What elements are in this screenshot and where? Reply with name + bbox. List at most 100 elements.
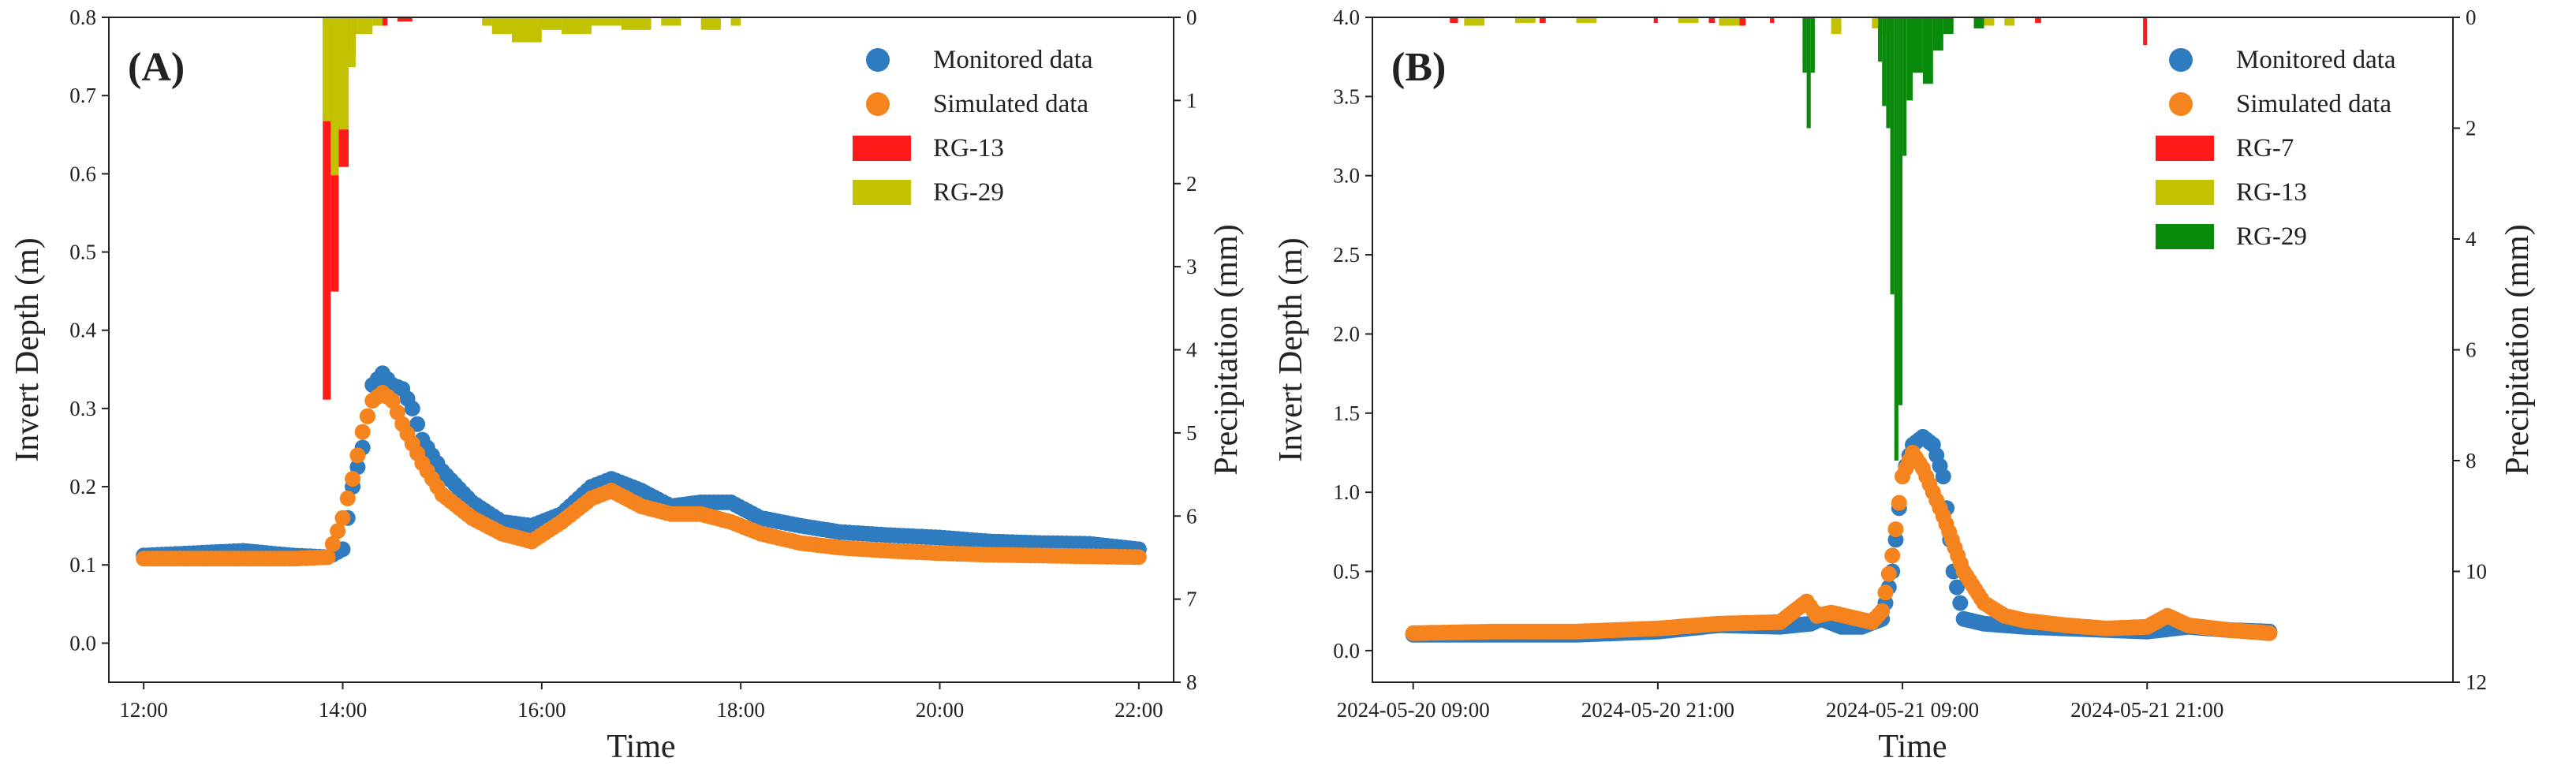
- y-tick-label: 1.0: [1333, 480, 1360, 504]
- y2-axis-label: Precipitation (mm): [1208, 224, 1245, 475]
- y-tick-label: 0.1: [69, 553, 96, 577]
- panel-a: 0.0 0.1 0.2 0.3 0.4 0.5 0.6 0.7 0.8 0 1 2 3 4 5 6 7 8 12:0…: [9, 6, 1245, 765]
- y-axis-label: Invert Depth (m): [9, 237, 46, 462]
- legend-swatch: [853, 180, 911, 205]
- legend-marker: [2169, 48, 2193, 72]
- precip-bar: [1932, 17, 1943, 51]
- precip-bar: [1539, 17, 1546, 24]
- precip-bar: [1894, 17, 1898, 461]
- legend-label: RG-7: [2236, 134, 2294, 162]
- precip-bar: [661, 17, 681, 26]
- precip-bar: [1514, 17, 1536, 24]
- y2-axis-label: Precipitation (mm): [2499, 224, 2536, 475]
- precip-bar: [1906, 17, 1913, 101]
- y-tick-label: 3.0: [1333, 164, 1360, 188]
- y2-tick-label: 10: [2466, 560, 2487, 584]
- x-tick-label: 14:00: [319, 698, 368, 722]
- x-tick-label: 16:00: [517, 698, 566, 722]
- x-axis-label: Time: [607, 729, 675, 765]
- precip-bar: [338, 17, 349, 130]
- plot-area: [136, 17, 1147, 567]
- precip-bar: [1576, 17, 1597, 24]
- precip-bar: [1878, 17, 1883, 62]
- legend-label: RG-13: [2236, 178, 2307, 207]
- legend-label: Simulated data: [2236, 90, 2391, 118]
- y-tick-label: 0.0: [69, 631, 96, 655]
- legend-label: RG-29: [933, 178, 1004, 207]
- y2-tick-label: 3: [1186, 255, 1197, 278]
- panel-label: (B): [1391, 45, 1446, 90]
- y-tick-label: 0.0: [1333, 639, 1360, 663]
- monitored-point: [409, 416, 426, 432]
- precip-bar: [323, 17, 331, 121]
- y-tick-label: 0.5: [69, 241, 96, 264]
- legend-label: Monitored data: [2236, 46, 2396, 74]
- precip-bar: [330, 17, 339, 176]
- y2-tick-label: 2: [1186, 172, 1197, 196]
- x-tick-label: 2024-05-21 09:00: [1826, 698, 1979, 722]
- y2-tick-label: 6: [1186, 504, 1197, 528]
- y-tick-label: 0.4: [69, 319, 96, 342]
- y2-tick-label: 2: [2466, 117, 2477, 140]
- legend-label: Monitored data: [933, 46, 1093, 74]
- precip-bar: [1886, 17, 1891, 129]
- legend-marker: [866, 48, 890, 72]
- precip-bar: [1922, 17, 1933, 84]
- y-tick-label: 0.2: [69, 475, 96, 498]
- precip-bar: [1984, 17, 1995, 26]
- precip-bar: [1770, 17, 1775, 24]
- simulated-point: [1891, 495, 1907, 511]
- y2-tick-label: 4: [2466, 227, 2477, 251]
- precip-bar: [323, 17, 331, 400]
- y-tick-label: 3.5: [1333, 84, 1360, 108]
- legend-label: RG-13: [933, 134, 1004, 162]
- simulated-point: [360, 408, 375, 424]
- y-tick-label: 1.5: [1333, 401, 1360, 425]
- x-tick-label: 22:00: [1114, 698, 1163, 722]
- legend: Monitored data Simulated data RG-7 RG-13 RG-…: [2156, 46, 2396, 251]
- simulated-point: [330, 523, 346, 539]
- legend-swatch: [2156, 136, 2214, 161]
- simulated-point: [1887, 521, 1904, 537]
- monitored-point: [404, 400, 420, 416]
- monitored-point: [1935, 468, 1951, 485]
- simulated-point: [334, 510, 351, 526]
- precip-bar: [1902, 17, 1907, 156]
- simulated-point: [1884, 547, 1901, 564]
- precip-bar: [349, 17, 356, 68]
- legend-label: RG-29: [2236, 222, 2307, 251]
- y-tick-label: 4.0: [1333, 6, 1360, 29]
- simulated-point: [1130, 549, 1147, 566]
- x-tick-label: 2024-05-21 21:00: [2070, 698, 2223, 722]
- y2-tick-label: 6: [2466, 338, 2477, 362]
- precip-bar: [2035, 17, 2041, 24]
- simulated-point: [349, 447, 366, 464]
- y-tick-label: 2.0: [1333, 322, 1360, 345]
- y2-tick-label: 12: [2466, 670, 2487, 694]
- precip-bar: [1719, 17, 1740, 26]
- simulated-point: [2261, 625, 2278, 641]
- legend-swatch: [853, 136, 911, 161]
- legend-label: Simulated data: [933, 90, 1088, 118]
- y-tick-label: 0.6: [69, 162, 96, 185]
- simulated-point: [1874, 603, 1891, 619]
- precip-bar: [1802, 17, 1807, 73]
- precip-bar: [1898, 17, 1903, 405]
- precip-bar: [1739, 17, 1746, 26]
- y2-tick-label: 5: [1186, 421, 1197, 445]
- precip-bar: [541, 17, 562, 30]
- precip-bar: [372, 17, 383, 26]
- monitored-point: [1952, 595, 1969, 611]
- precip-bar: [1943, 17, 1954, 35]
- monitored-point: [1949, 579, 1965, 595]
- y-tick-label: 0.5: [1333, 560, 1360, 584]
- y2-tick-label: 0: [2466, 6, 2477, 29]
- precip-bar: [1464, 17, 1485, 26]
- precip-bar: [1810, 17, 1815, 73]
- panel-b: 0.0 0.5 1.0 1.5 2.0 2.5 3.0 3.5 4.0 0 2 4 6 8 10 12 2024…: [1273, 6, 2536, 765]
- y2-tick-label: 4: [1186, 338, 1197, 362]
- precip-bar: [1913, 17, 1923, 73]
- precip-bar: [562, 17, 592, 35]
- simulated-point: [339, 490, 356, 506]
- panel-label: (A): [128, 45, 185, 90]
